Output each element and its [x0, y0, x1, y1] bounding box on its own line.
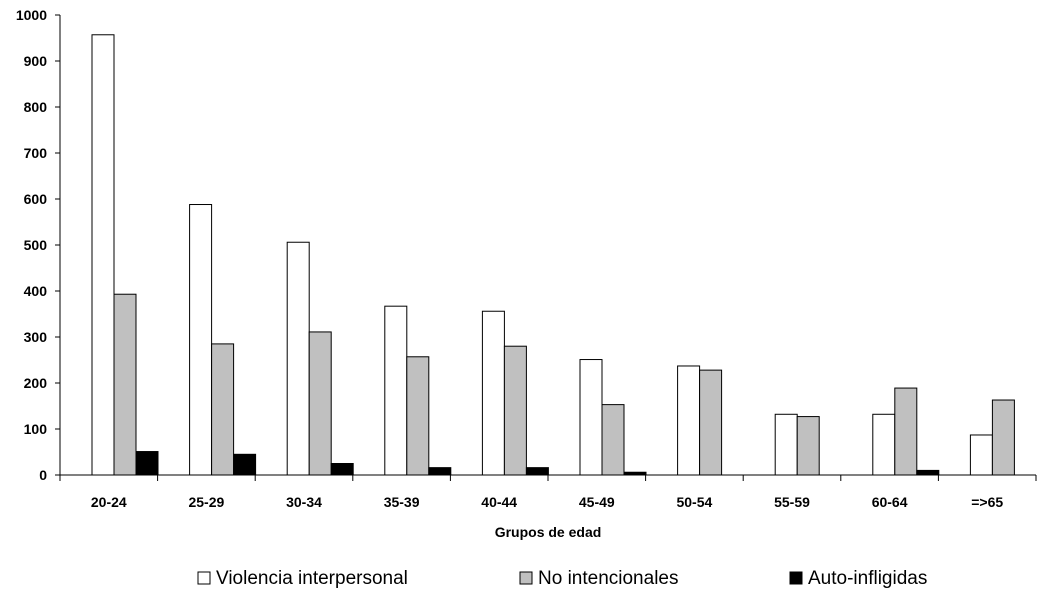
x-tick-label: 20-24 [91, 494, 127, 510]
x-tick-label: 45-49 [579, 494, 615, 510]
y-tick-label: 0 [39, 467, 47, 483]
bar-2-8 [916, 469, 940, 476]
x-tick-label: 60-64 [872, 494, 908, 510]
legend-label-1: No intencionales [538, 568, 678, 589]
bar-1-9 [991, 399, 1015, 476]
y-tick-label: 700 [24, 145, 48, 161]
legend-swatch-0 [197, 571, 211, 585]
x-tick-label: 30-34 [286, 494, 322, 510]
legend: Violencia interpersonal No intencionales A… [197, 568, 927, 589]
y-tick-label: 200 [24, 375, 48, 391]
bar-0-8 [872, 413, 896, 476]
bar-0-5 [579, 359, 603, 476]
y-tick-label: 300 [24, 329, 48, 345]
x-tick-label: 35-39 [384, 494, 420, 510]
bar-1-2 [308, 331, 332, 476]
legend-swatch-1 [519, 571, 533, 585]
legend-swatch-2 [789, 571, 803, 585]
bar-0-4 [481, 310, 505, 476]
bar-0-6 [677, 365, 701, 476]
y-tick-label: 600 [24, 191, 48, 207]
bar-1-0 [113, 293, 137, 476]
y-tick-label: 1000 [16, 7, 47, 23]
x-tick-label: 25-29 [188, 494, 224, 510]
bar-2-3 [428, 467, 452, 476]
bar-2-0 [135, 451, 159, 476]
bar-2-1 [233, 453, 257, 476]
y-axis: 0 100 200 300 400 500 600 700 800 900 1000 [16, 7, 61, 483]
x-tick-label: =>65 [971, 494, 1003, 510]
bar-1-1 [211, 343, 235, 476]
x-tick-label: 40-44 [481, 494, 517, 510]
bar-0-3 [384, 305, 408, 476]
y-tick-label: 500 [24, 237, 48, 253]
legend-label-0: Violencia interpersonal [216, 568, 408, 589]
bar-0-7 [774, 413, 798, 476]
bar-1-3 [406, 356, 430, 476]
bar-2-4 [525, 467, 549, 476]
bar-1-5 [601, 404, 625, 476]
bar-0-2 [286, 241, 310, 476]
bar-0-0 [91, 34, 115, 476]
bar-1-4 [503, 345, 527, 476]
y-tick-label: 100 [24, 421, 48, 437]
bar-1-8 [894, 387, 918, 476]
x-axis-title: Grupos de edad [495, 524, 602, 540]
x-axis: 20-24 25-29 30-34 35-39 40-44 45-49 50-54 55-59… [59, 474, 1037, 510]
legend-label-2: Auto-infligidas [808, 568, 927, 589]
x-tick-label: 50-54 [676, 494, 712, 510]
y-tick-label: 900 [24, 53, 48, 69]
y-tick-label: 800 [24, 99, 48, 115]
bar-0-1 [189, 204, 213, 476]
bar-0-9 [969, 434, 993, 476]
bars-layer [91, 34, 1015, 476]
x-tick-label: 55-59 [774, 494, 810, 510]
bar-1-7 [796, 416, 820, 476]
bar-2-2 [330, 463, 354, 476]
y-tick-label: 400 [24, 283, 48, 299]
bar-1-6 [699, 369, 723, 476]
